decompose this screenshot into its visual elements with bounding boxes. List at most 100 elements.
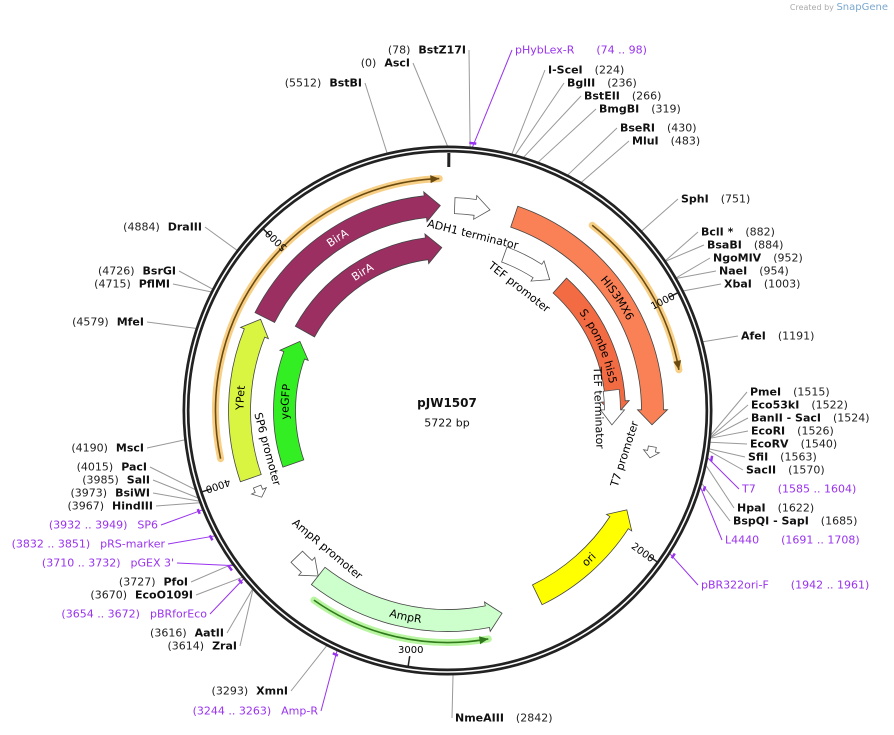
label-position: (1942 .. 1961) bbox=[790, 578, 870, 592]
label-name: BanII - SacI bbox=[751, 411, 822, 425]
label-position: (1585 .. 1604) bbox=[777, 482, 857, 496]
primer-phyblex-r[interactable]: pHybLex-R (74 .. 98) bbox=[515, 44, 647, 57]
leader-line bbox=[167, 535, 215, 545]
feature-t7-promoter-arrow[interactable] bbox=[642, 445, 661, 459]
enzyme-site-pfoi[interactable]: (3727) PfoI bbox=[119, 576, 188, 589]
enzyme-site-bcli-[interactable]: BclI * (882) bbox=[701, 226, 775, 239]
feature-yegfp-arrow[interactable] bbox=[273, 340, 309, 468]
label-position: (2842) bbox=[515, 711, 553, 725]
feature-ori-arrow[interactable] bbox=[531, 509, 633, 606]
enzyme-site-ecorv[interactable]: EcoRV (1540) bbox=[750, 438, 837, 451]
enzyme-site-eco53ki[interactable]: Eco53kI (1522) bbox=[751, 399, 848, 412]
feature-ypet-arrow[interactable] bbox=[228, 318, 270, 483]
enzyme-site-ecori[interactable]: EcoRI (1526) bbox=[751, 425, 834, 438]
enzyme-site-sali[interactable]: (3985) SalI bbox=[82, 474, 150, 487]
enzyme-site-sfii[interactable]: SfiI (1563) bbox=[748, 451, 817, 464]
label-position: (1526) bbox=[797, 424, 834, 438]
label-position: (224) bbox=[594, 63, 625, 77]
leader-line bbox=[412, 62, 448, 147]
leader-line bbox=[160, 509, 203, 526]
enzyme-site-xbai[interactable]: XbaI (1003) bbox=[724, 278, 800, 291]
enzyme-site-hpai[interactable]: HpaI (1622) bbox=[737, 502, 814, 515]
enzyme-site-bseri[interactable]: BseRI (430) bbox=[620, 122, 697, 135]
tick-mark bbox=[201, 487, 212, 493]
enzyme-site-msci[interactable]: (4190) MscI bbox=[71, 442, 144, 455]
enzyme-site-ngomiv[interactable]: NgoMIV (952) bbox=[713, 252, 803, 265]
enzyme-site-bmgbi[interactable]: BmgBI (319) bbox=[599, 103, 681, 116]
enzyme-site-bglii[interactable]: BglII (236) bbox=[567, 77, 637, 90]
label-position: (1515) bbox=[793, 385, 830, 399]
enzyme-site-bstbi[interactable]: (5512) BstBI bbox=[285, 77, 362, 90]
tick-label: 2000 bbox=[629, 541, 656, 565]
primer-pbr322ori-f[interactable]: pBR322ori-F (1942 .. 1961) bbox=[701, 579, 869, 592]
label-position: (3932 .. 3949) bbox=[48, 518, 128, 532]
label-name: AfeI bbox=[741, 329, 766, 343]
enzyme-site-i-scei[interactable]: I-SceI (224) bbox=[548, 64, 624, 77]
enzyme-site-nmeaiii[interactable]: NmeAIII (2842) bbox=[455, 712, 553, 725]
leader-line bbox=[190, 563, 233, 583]
label-position: (78) bbox=[387, 43, 411, 57]
feature-arrows bbox=[228, 190, 669, 633]
leader-line bbox=[705, 465, 735, 509]
primer-pgex-3-[interactable]: (3710 .. 3732) pGEX 3' bbox=[42, 557, 174, 570]
enzyme-site-mfei[interactable]: (4579) MfeI bbox=[72, 316, 144, 329]
primer-sp6[interactable]: (3932 .. 3949) SP6 bbox=[49, 519, 158, 532]
label-name: BspQI - SapI bbox=[733, 514, 809, 528]
enzyme-site-bsteii[interactable]: BstEII (266) bbox=[584, 90, 661, 103]
enzyme-site-bspqi-sapi[interactable]: BspQI - SapI (1685) bbox=[733, 515, 857, 528]
enzyme-site-paci[interactable]: (4015) PacI bbox=[77, 461, 147, 474]
feature-tef-promoter-arrow[interactable] bbox=[501, 246, 551, 282]
enzyme-site-ecoo109i[interactable]: (3670) EcoO109I bbox=[90, 589, 193, 602]
enzyme-site-asci[interactable]: (0) AscI bbox=[361, 57, 410, 70]
feature-ampr-arrow[interactable] bbox=[310, 566, 503, 633]
tick-label: 4000 bbox=[204, 476, 232, 494]
enzyme-site-banii-saci[interactable]: BanII - SacI (1524) bbox=[751, 412, 870, 425]
label-name: BsaBI bbox=[707, 238, 742, 252]
primer-l4440[interactable]: L4440 (1691 .. 1708) bbox=[725, 534, 860, 547]
label-name: BseRI bbox=[620, 121, 655, 135]
label-position: (1570) bbox=[788, 463, 825, 477]
leader-lines bbox=[146, 49, 749, 719]
enzyme-site-draiii[interactable]: (4884) DraIII bbox=[123, 221, 202, 234]
enzyme-site-bsabi[interactable]: BsaBI (884) bbox=[707, 239, 783, 252]
region-line bbox=[591, 224, 680, 370]
feature-bira-arrow[interactable] bbox=[254, 190, 441, 324]
primer-amp-r[interactable]: (3244 .. 3263) Amp-R bbox=[193, 705, 318, 718]
feature-sp6-promoter-arrow[interactable] bbox=[250, 484, 268, 498]
leader-line bbox=[172, 283, 212, 293]
enzyme-site-bstz17i[interactable]: (78) BstZ17I bbox=[388, 44, 466, 57]
enzyme-site-sacii[interactable]: SacII (1570) bbox=[746, 464, 825, 477]
leader-line bbox=[702, 335, 739, 343]
enzyme-site-xmni[interactable]: (3293) XmnI bbox=[212, 685, 288, 698]
enzyme-site-bsiwi[interactable]: (3973) BsiWI bbox=[70, 487, 150, 500]
enzyme-site-aatii[interactable]: (3616) AatII bbox=[150, 627, 224, 640]
enzyme-site-pflmi[interactable]: (4715) PflMI bbox=[94, 278, 170, 291]
enzyme-site-sphi[interactable]: SphI (751) bbox=[681, 193, 750, 206]
feature-tef-terminator-arrow[interactable] bbox=[599, 388, 626, 426]
primer-prs-marker[interactable]: (3832 .. 3851) pRS-marker bbox=[12, 538, 165, 551]
label-position: (4579) bbox=[72, 315, 109, 329]
feature-ampr-promoter-arrow[interactable] bbox=[290, 550, 319, 577]
feature-bira-arrow[interactable] bbox=[294, 232, 443, 338]
leader-line bbox=[176, 562, 234, 567]
region-line bbox=[313, 599, 489, 644]
enzyme-site-pmei[interactable]: PmeI (1515) bbox=[750, 386, 830, 399]
leader-line bbox=[451, 674, 454, 719]
enzyme-site-afei[interactable]: AfeI (1191) bbox=[741, 330, 814, 343]
enzyme-site-bsrgi[interactable]: (4726) BsrGI bbox=[98, 265, 176, 278]
enzyme-site-hindiii[interactable]: (3967) HindIII bbox=[67, 500, 153, 513]
feature-adh1-terminator-arrow[interactable] bbox=[453, 194, 491, 221]
label-name: Eco53kI bbox=[751, 398, 800, 412]
leader-line bbox=[641, 198, 679, 232]
primer-pbrforeco[interactable]: (3654 .. 3672) pBRforEco bbox=[61, 608, 207, 621]
leader-line bbox=[209, 578, 244, 615]
feature-his3mx6-arrow[interactable] bbox=[510, 205, 669, 426]
enzyme-site-zrai[interactable]: (3614) ZraI bbox=[168, 640, 238, 653]
leader-line bbox=[523, 95, 582, 158]
leader-line bbox=[710, 391, 748, 436]
label-name: pHybLex-R bbox=[515, 43, 575, 57]
primer-t7[interactable]: T7 (1585 .. 1604) bbox=[742, 483, 856, 496]
enzyme-site-naei[interactable]: NaeI (954) bbox=[719, 265, 789, 278]
label-position: (74 .. 98) bbox=[596, 43, 647, 57]
enzyme-site-mlui[interactable]: MluI (483) bbox=[632, 135, 700, 148]
